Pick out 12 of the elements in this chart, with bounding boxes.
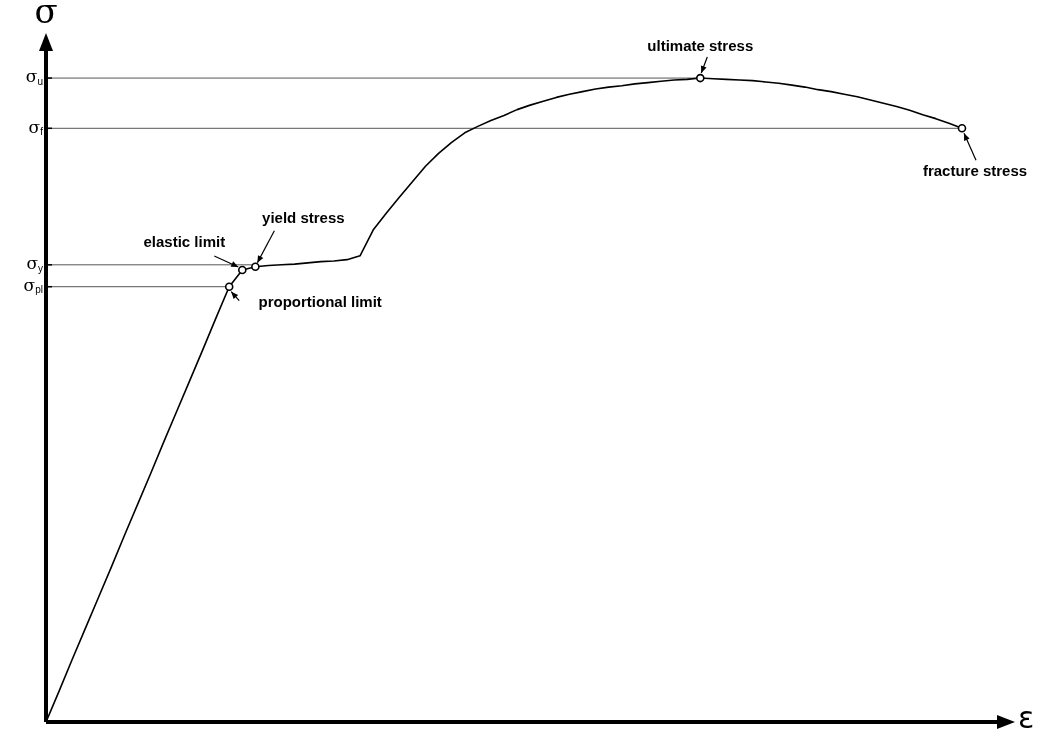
- annotation: yield stress: [262, 208, 345, 226]
- y-axis-title: σ: [34, 0, 58, 31]
- point: [237, 265, 247, 275]
- annotation: fracture stress: [922, 162, 1028, 180]
- point: [957, 124, 967, 133]
- annotation: elastic limit: [143, 233, 226, 251]
- point: [224, 282, 234, 292]
- point: [251, 262, 260, 272]
- point: [695, 73, 705, 83]
- x-axis-title: ε: [1018, 699, 1035, 735]
- annotation: proportional limit: [258, 292, 382, 310]
- annotation: ultimate stress: [647, 37, 754, 55]
